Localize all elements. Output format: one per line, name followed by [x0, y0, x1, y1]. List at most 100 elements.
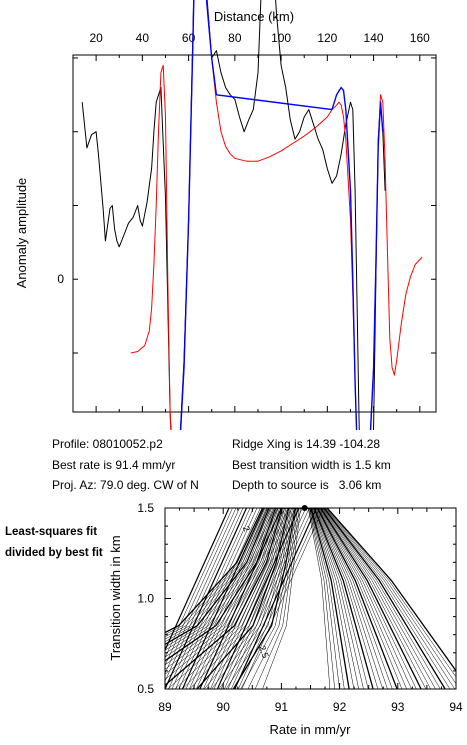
ridge-crossing: Ridge Xing is 14.39 -104.28 — [232, 437, 381, 451]
contour-line — [216, 508, 300, 689]
contour-line — [234, 508, 317, 689]
y-tick-label: 1.0 — [137, 592, 154, 606]
contour-line — [165, 508, 412, 689]
synthetic-model-line — [130, 0, 423, 430]
contour-line — [165, 508, 398, 689]
contour-x-axis-label: Rate in mm/yr — [270, 722, 352, 737]
contour-line — [185, 508, 268, 689]
contour-axis-ticks: 89 90 91 92 93 94 0.5 1.0 1.5 — [137, 501, 463, 714]
profile-y-axis-label: Anomaly amplitude — [14, 178, 29, 289]
x-tick-label: 80 — [228, 31, 242, 45]
contour-line — [210, 508, 293, 689]
contour-line — [165, 508, 240, 675]
contour-line — [165, 508, 230, 652]
contour-annotations: 22.5 — [241, 505, 308, 659]
contour-plot-frame — [164, 507, 457, 690]
contour-line — [165, 508, 407, 689]
contour-line — [165, 508, 441, 689]
contour-line — [211, 508, 364, 689]
contour-line — [231, 508, 314, 689]
contour-line — [165, 508, 456, 672]
contour-line — [262, 508, 331, 689]
profile-name: Profile: 08010052.p2 — [52, 437, 163, 451]
contour-line — [165, 508, 237, 667]
contour-line — [218, 508, 359, 689]
x-tick-label: 40 — [136, 31, 150, 45]
contour-line — [220, 508, 303, 689]
contour-line — [199, 508, 282, 689]
x-tick-label: 94 — [449, 700, 463, 714]
x-tick-label: 20 — [89, 31, 103, 45]
contour-value-label: 2.5 — [257, 644, 271, 659]
contour-description: Least-squares fit divided by best fit — [5, 526, 103, 559]
contour-line — [182, 508, 383, 689]
best-fit-marker — [301, 505, 308, 511]
anomaly-profile-chart: 204060801001201401600200 Distance (km) A… — [14, 0, 437, 430]
contour-line — [240, 508, 345, 689]
contour-line — [165, 508, 455, 689]
contour-line — [192, 508, 275, 689]
contour-line — [181, 508, 265, 689]
profile-series — [81, 0, 423, 430]
best-rate: Best rate is 91.4 mm/yr — [52, 458, 176, 472]
contour-value-label: 2 — [241, 525, 252, 533]
x-tick-label: 100 — [271, 31, 291, 45]
contour-line — [165, 508, 233, 659]
contour-line — [175, 508, 258, 689]
contour-line — [254, 508, 335, 689]
contour-line — [203, 508, 286, 689]
x-tick-label: 120 — [317, 31, 337, 45]
model-fit-line — [179, 0, 384, 430]
contour-line — [175, 508, 388, 689]
contour-line — [165, 508, 248, 689]
contour-line — [189, 508, 379, 689]
contour-y-axis-label: Transition width in km — [108, 535, 123, 660]
contour-line — [189, 508, 272, 689]
x-tick-label: 140 — [364, 31, 384, 45]
contour-line — [165, 508, 427, 689]
contour-line — [165, 508, 436, 689]
contour-line — [232, 508, 350, 689]
best-transition-width: Best transition width is 1.5 km — [232, 458, 391, 472]
contour-line — [167, 508, 393, 689]
depth-to-source: Depth to source is 3.06 km — [232, 478, 382, 492]
y-tick-label: 1.5 — [137, 501, 154, 515]
x-tick-label: 92 — [333, 700, 347, 714]
contour-line — [247, 508, 340, 689]
contour-line — [165, 508, 244, 682]
contour-line — [165, 508, 446, 689]
contour-line — [196, 508, 279, 689]
contour-line — [206, 508, 289, 689]
contour-line — [224, 508, 307, 689]
contour-line — [241, 508, 324, 689]
contour-line — [204, 508, 369, 689]
contour-line — [165, 508, 422, 689]
x-tick-label: 90 — [217, 700, 231, 714]
x-tick-label: 91 — [275, 700, 289, 714]
contour-line — [227, 508, 310, 689]
contour-line — [165, 508, 456, 685]
profile-plot-frame — [72, 54, 437, 413]
contour-line — [213, 508, 296, 689]
contour-line — [178, 508, 261, 689]
profile-x-axis-label: Distance (km) — [214, 9, 294, 24]
x-tick-label: 60 — [182, 31, 196, 45]
x-tick-label: 160 — [410, 31, 430, 45]
contour-line — [165, 508, 431, 689]
projection-azimuth: Proj. Az: 79.0 deg. CW of N — [52, 478, 199, 492]
profile-axis-ticks: 204060801001201401600200 — [57, 31, 436, 412]
contour-line — [165, 508, 417, 689]
x-tick-label: 93 — [391, 700, 405, 714]
contour-line — [168, 508, 251, 689]
contour-line — [196, 508, 374, 689]
contour-line — [165, 508, 403, 689]
y-tick-label: 0.5 — [137, 682, 154, 696]
misfit-contour-lines — [165, 508, 456, 689]
contour-line — [165, 508, 451, 689]
contour-line — [171, 508, 254, 689]
x-tick-label: 89 — [158, 700, 172, 714]
contour-line — [238, 508, 321, 689]
contour-line — [225, 508, 355, 689]
observed-anomaly-line — [81, 0, 386, 430]
contour-line — [165, 508, 456, 678]
